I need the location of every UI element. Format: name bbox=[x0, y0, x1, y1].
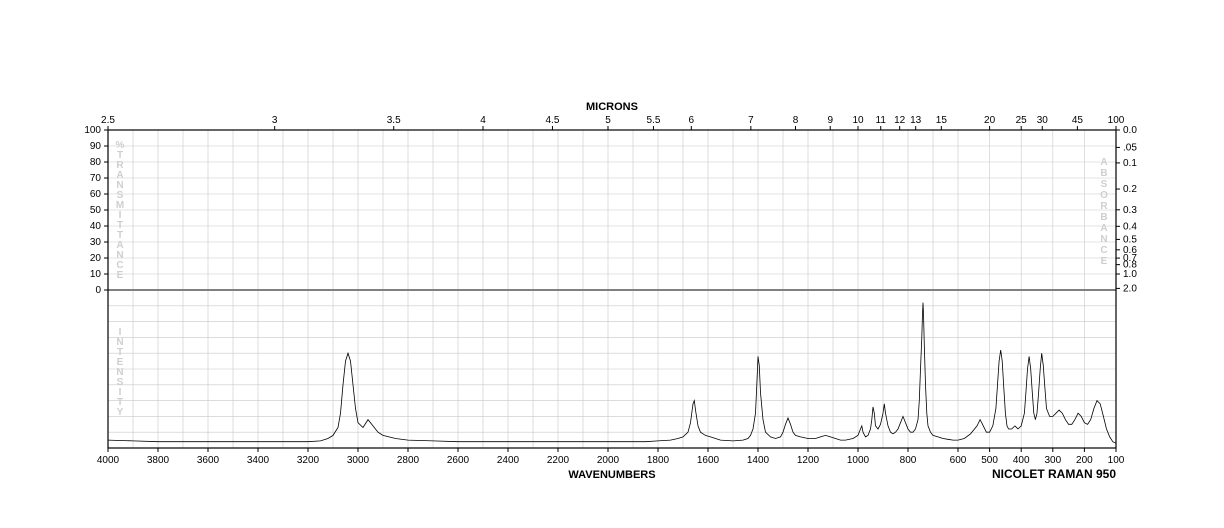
svg-text:3200: 3200 bbox=[297, 455, 320, 466]
svg-text:10: 10 bbox=[852, 115, 864, 126]
svg-text:80: 80 bbox=[90, 157, 102, 168]
svg-text:5: 5 bbox=[605, 115, 611, 126]
svg-text:4000: 4000 bbox=[97, 455, 120, 466]
svg-text:15: 15 bbox=[936, 115, 948, 126]
svg-text:40: 40 bbox=[90, 221, 102, 232]
svg-text:C: C bbox=[1100, 245, 1107, 256]
svg-text:50: 50 bbox=[90, 205, 102, 216]
svg-text:60: 60 bbox=[90, 189, 102, 200]
svg-text:400: 400 bbox=[1013, 455, 1030, 466]
svg-text:100: 100 bbox=[1108, 455, 1125, 466]
svg-text:1600: 1600 bbox=[697, 455, 720, 466]
svg-text:6: 6 bbox=[689, 115, 695, 126]
svg-text:8: 8 bbox=[793, 115, 799, 126]
svg-text:B: B bbox=[1100, 212, 1107, 223]
svg-text:2400: 2400 bbox=[497, 455, 520, 466]
svg-text:20: 20 bbox=[984, 115, 996, 126]
svg-text:3400: 3400 bbox=[247, 455, 270, 466]
svg-text:2.0: 2.0 bbox=[1123, 283, 1137, 294]
svg-text:7: 7 bbox=[748, 115, 754, 126]
svg-text:90: 90 bbox=[90, 141, 102, 152]
svg-text:300: 300 bbox=[1044, 455, 1061, 466]
svg-text:10: 10 bbox=[90, 269, 102, 280]
brand-label: NICOLET RAMAN 950 bbox=[992, 467, 1116, 481]
svg-text:20: 20 bbox=[90, 253, 102, 264]
svg-text:11: 11 bbox=[876, 115, 887, 126]
svg-text:30: 30 bbox=[1037, 115, 1049, 126]
svg-text:E: E bbox=[117, 270, 124, 281]
svg-text:100: 100 bbox=[84, 125, 101, 136]
svg-text:0: 0 bbox=[95, 285, 101, 296]
svg-text:5.5: 5.5 bbox=[647, 115, 661, 126]
svg-text:1200: 1200 bbox=[797, 455, 820, 466]
microns-title: MICRONS bbox=[586, 101, 638, 113]
svg-text:0.2: 0.2 bbox=[1123, 184, 1137, 195]
svg-text:800: 800 bbox=[900, 455, 917, 466]
svg-text:O: O bbox=[1100, 190, 1108, 201]
svg-text:13: 13 bbox=[910, 115, 922, 126]
svg-text:Y: Y bbox=[117, 407, 124, 418]
svg-text:B: B bbox=[1100, 168, 1107, 179]
svg-text:0.1: 0.1 bbox=[1123, 158, 1137, 169]
svg-text:12: 12 bbox=[894, 115, 906, 126]
svg-text:0.0: 0.0 bbox=[1123, 125, 1137, 136]
svg-text:3: 3 bbox=[272, 115, 278, 126]
svg-text:4.5: 4.5 bbox=[545, 115, 559, 126]
svg-text:R: R bbox=[1100, 201, 1108, 212]
svg-text:3600: 3600 bbox=[197, 455, 220, 466]
svg-text:2000: 2000 bbox=[597, 455, 620, 466]
svg-text:.05: .05 bbox=[1123, 142, 1137, 153]
svg-text:1400: 1400 bbox=[747, 455, 770, 466]
svg-text:4: 4 bbox=[480, 115, 486, 126]
svg-text:25: 25 bbox=[1016, 115, 1028, 126]
svg-text:1000: 1000 bbox=[847, 455, 870, 466]
svg-text:9: 9 bbox=[827, 115, 833, 126]
svg-text:2.5: 2.5 bbox=[101, 115, 115, 126]
svg-text:0.5: 0.5 bbox=[1123, 234, 1137, 245]
svg-text:3000: 3000 bbox=[347, 455, 370, 466]
svg-text:1800: 1800 bbox=[647, 455, 670, 466]
svg-text:200: 200 bbox=[1076, 455, 1093, 466]
svg-text:3800: 3800 bbox=[147, 455, 170, 466]
svg-text:30: 30 bbox=[90, 237, 102, 248]
svg-text:3.5: 3.5 bbox=[387, 115, 401, 126]
svg-text:2200: 2200 bbox=[547, 455, 570, 466]
svg-text:2600: 2600 bbox=[447, 455, 470, 466]
svg-text:500: 500 bbox=[981, 455, 998, 466]
svg-text:2800: 2800 bbox=[397, 455, 420, 466]
svg-text:1.0: 1.0 bbox=[1123, 269, 1137, 280]
wavenumbers-title: WAVENUMBERS bbox=[568, 469, 655, 481]
svg-text:0.3: 0.3 bbox=[1123, 205, 1137, 216]
svg-text:A: A bbox=[1100, 157, 1107, 168]
svg-text:E: E bbox=[1101, 256, 1108, 267]
svg-text:100: 100 bbox=[1108, 115, 1125, 126]
svg-text:S: S bbox=[1101, 179, 1108, 190]
svg-text:A: A bbox=[1100, 223, 1107, 234]
spectrum-chart: { "layout":{ "width":1224,"height":528, … bbox=[0, 0, 1224, 528]
svg-text:0.4: 0.4 bbox=[1123, 221, 1137, 232]
svg-text:N: N bbox=[1100, 234, 1107, 245]
svg-text:45: 45 bbox=[1072, 115, 1084, 126]
spectrum-svg: 01020304050607080901000.0.050.10.20.30.4… bbox=[0, 0, 1224, 528]
svg-text:70: 70 bbox=[90, 173, 102, 184]
svg-text:600: 600 bbox=[950, 455, 967, 466]
